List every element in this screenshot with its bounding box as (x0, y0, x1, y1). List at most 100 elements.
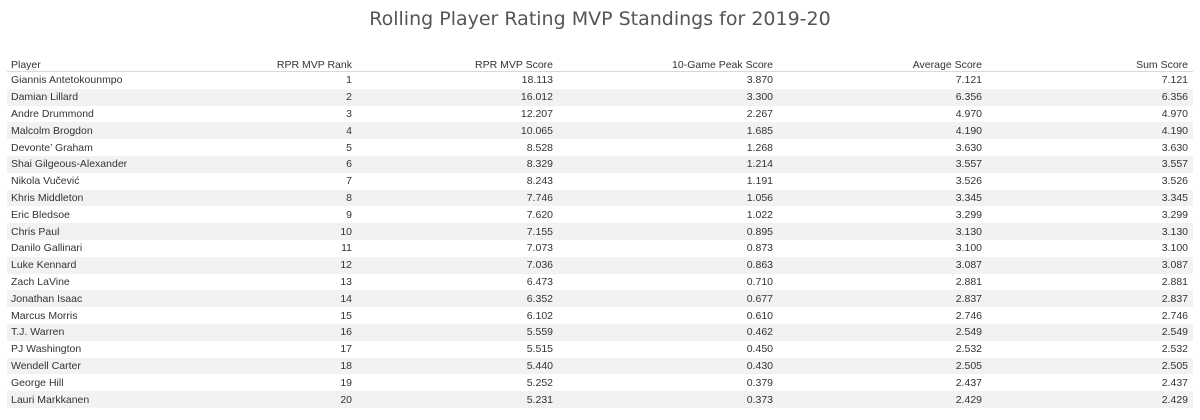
column-header-sum-score[interactable]: Sum Score (987, 57, 1193, 72)
table-row[interactable]: Devonte’ Graham 5 8.528 1.268 3.630 3.630 (7, 139, 1193, 156)
peak-score-cell: 3.300 (558, 88, 778, 106)
average-score-cell: 3.087 (778, 256, 987, 274)
peak-score-cell: 1.022 (746, 208, 773, 221)
rank-cell: 14 (182, 290, 357, 308)
mvp-score-cell: 8.243 (526, 175, 553, 188)
peak-score-cell: 0.373 (558, 391, 778, 408)
player-name-cell: Marcus Morris (11, 309, 78, 322)
table-row[interactable]: PJ Washington 17 5.515 0.450 2.532 2.532 (7, 341, 1193, 358)
player-name-cell: Andre Drummond (11, 107, 94, 120)
rank-cell: 15 (340, 309, 352, 322)
sum-score-cell: 2.549 (987, 323, 1193, 341)
average-score-cell: 3.526 (955, 175, 982, 188)
average-score-cell: 3.345 (778, 189, 987, 207)
mvp-score-cell: 18.113 (521, 74, 553, 87)
table-row[interactable]: Eric Bledsoe 9 7.620 1.022 3.299 3.299 (7, 206, 1193, 223)
mvp-score-cell: 8.329 (357, 155, 558, 173)
column-header-peak-score[interactable]: 10-Game Peak Score (558, 57, 778, 72)
peak-score-cell: 0.610 (746, 309, 773, 322)
mvp-score-cell: 7.036 (357, 256, 558, 274)
peak-score-cell: 0.710 (746, 275, 773, 288)
mvp-score-cell: 5.440 (357, 357, 558, 375)
rank-cell: 19 (340, 376, 352, 389)
table-row[interactable]: Jonathan Isaac 14 6.352 0.677 2.837 2.837 (7, 290, 1193, 308)
sum-score-cell: 3.299 (1161, 208, 1188, 221)
peak-score-cell: 3.870 (746, 74, 773, 87)
player-name-cell: George Hill (11, 376, 64, 389)
sum-score-cell: 3.345 (987, 189, 1193, 207)
peak-score-cell: 0.895 (558, 223, 778, 240)
average-score-cell: 2.532 (955, 343, 982, 356)
average-score-cell: 3.100 (955, 242, 982, 255)
mvp-score-cell: 5.252 (526, 376, 553, 389)
table-row[interactable]: Nikola Vučević 7 8.243 1.191 3.526 3.526 (7, 173, 1193, 190)
rank-cell: 10 (182, 223, 357, 240)
table-row[interactable]: T.J. Warren 16 5.559 0.462 2.549 2.549 (7, 323, 1193, 341)
average-score-cell: 4.190 (778, 122, 987, 140)
sum-score-cell: 6.356 (987, 88, 1193, 106)
sum-score-cell: 2.505 (987, 357, 1193, 375)
table-row[interactable]: Luke Kennard 12 7.036 0.863 3.087 3.087 (7, 256, 1193, 274)
sum-score-cell: 3.630 (1161, 141, 1188, 154)
player-name-cell: Shai Gilgeous-Alexander (7, 155, 182, 173)
player-name-cell: T.J. Warren (7, 323, 182, 341)
mvp-score-cell: 12.207 (520, 107, 553, 120)
table-row[interactable]: Wendell Carter 18 5.440 0.430 2.505 2.505 (7, 357, 1193, 375)
mvp-score-cell: 7.746 (357, 189, 558, 207)
mvp-score-cell: 5.515 (526, 343, 553, 356)
table-row[interactable]: Chris Paul 10 7.155 0.895 3.130 3.130 (7, 223, 1193, 240)
column-header-rpr-mvp-score[interactable]: RPR MVP Score (357, 57, 558, 72)
sum-score-cell: 7.121 (1161, 74, 1188, 87)
average-score-cell: 2.429 (778, 391, 987, 408)
sum-score-cell: 4.190 (987, 122, 1193, 140)
peak-score-cell: 1.268 (746, 141, 773, 154)
player-name-cell: Jonathan Isaac (7, 290, 182, 308)
column-header-player[interactable]: Player (7, 57, 182, 72)
player-name-cell: Eric Bledsoe (11, 208, 70, 221)
mvp-score-cell: 16.012 (357, 88, 558, 106)
table-row[interactable]: Danilo Gallinari 11 7.073 0.873 3.100 3.100 (7, 240, 1193, 257)
rank-cell: 3 (346, 107, 352, 120)
player-name-cell: Danilo Gallinari (11, 242, 83, 255)
mvp-score-cell: 5.559 (357, 323, 558, 341)
player-name-cell: Khris Middleton (7, 189, 182, 207)
mvp-score-cell: 7.620 (526, 208, 553, 221)
peak-score-cell: 0.450 (746, 343, 773, 356)
player-name-cell: Damian Lillard (7, 88, 182, 106)
table-row[interactable]: Lauri Markkanen 20 5.231 0.373 2.429 2.429 (7, 391, 1193, 408)
table-row[interactable]: Khris Middleton 8 7.746 1.056 3.345 3.345 (7, 189, 1193, 207)
rank-cell: 9 (346, 208, 352, 221)
column-header-average-score[interactable]: Average Score (778, 57, 987, 72)
rank-cell: 12 (182, 256, 357, 274)
mvp-score-cell: 7.073 (526, 242, 553, 255)
peak-score-cell: 0.379 (746, 376, 773, 389)
player-name-cell: Wendell Carter (7, 357, 182, 375)
sum-score-cell: 2.837 (987, 290, 1193, 308)
sum-score-cell: 3.526 (1161, 175, 1188, 188)
table-row[interactable]: Marcus Morris 15 6.102 0.610 2.746 2.746 (7, 307, 1193, 324)
sum-score-cell: 2.881 (1161, 275, 1188, 288)
mvp-score-cell: 8.528 (526, 141, 553, 154)
rank-cell: 18 (182, 357, 357, 375)
table-row[interactable]: George Hill 19 5.252 0.379 2.437 2.437 (7, 374, 1193, 391)
peak-score-cell: 2.267 (746, 107, 773, 120)
mvp-score-cell: 10.065 (357, 122, 558, 140)
table-row[interactable]: Malcolm Brogdon 4 10.065 1.685 4.190 4.190 (7, 122, 1193, 140)
average-score-cell: 6.356 (778, 88, 987, 106)
rank-cell: 1 (346, 74, 352, 87)
average-score-cell: 4.970 (955, 107, 982, 120)
column-header-rpr-mvp-rank[interactable]: RPR MVP Rank (182, 57, 357, 72)
table-row[interactable]: Andre Drummond 3 12.207 2.267 4.970 4.970 (7, 106, 1193, 123)
rank-cell: 20 (182, 391, 357, 408)
table-row[interactable]: Giannis Antetokounmpo 1 18.113 3.870 7.121 7.… (7, 72, 1193, 89)
player-name-cell: Lauri Markkanen (7, 391, 182, 408)
rank-cell: 7 (346, 175, 352, 188)
table-row[interactable]: Damian Lillard 2 16.012 3.300 6.356 6.356 (7, 88, 1193, 106)
average-score-cell: 7.121 (955, 74, 982, 87)
table-row[interactable]: Shai Gilgeous-Alexander 6 8.329 1.214 3.557 3… (7, 155, 1193, 173)
player-name-cell: Malcolm Brogdon (7, 122, 182, 140)
table-row[interactable]: Zach LaVine 13 6.473 0.710 2.881 2.881 (7, 274, 1193, 291)
peak-score-cell: 0.462 (558, 323, 778, 341)
sum-score-cell: 2.437 (1161, 376, 1188, 389)
rank-cell: 16 (182, 323, 357, 341)
